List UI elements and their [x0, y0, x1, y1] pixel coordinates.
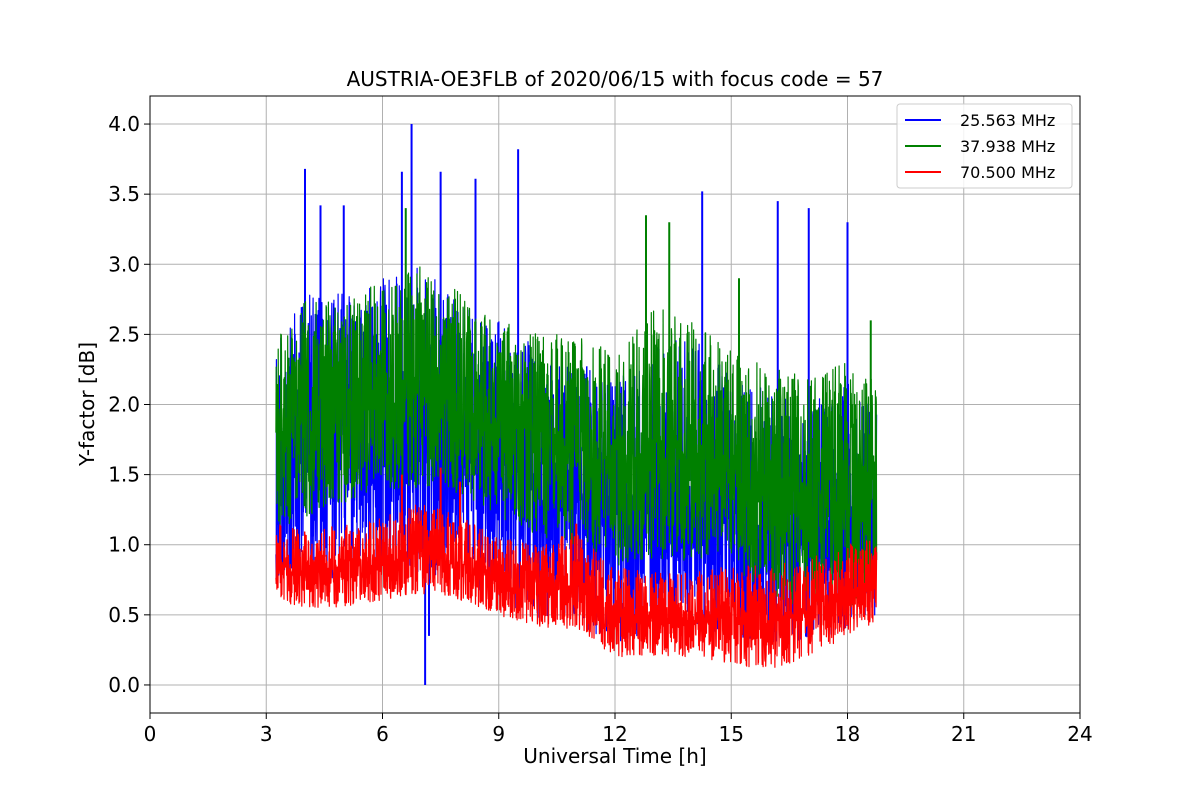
y-tick-label: 1.5 — [108, 463, 140, 487]
legend-label: 25.563 MHz — [960, 111, 1055, 130]
legend: 25.563 MHz 37.938 MHz 70.500 MHz — [896, 103, 1073, 189]
chart-title: AUSTRIA-OE3FLB of 2020/06/15 with focus … — [347, 67, 884, 91]
y-tick-label: 0.0 — [108, 673, 140, 697]
legend-label: 37.938 MHz — [960, 137, 1055, 156]
x-axis-title: Universal Time [h] — [523, 744, 706, 768]
x-tick-label: 18 — [835, 722, 860, 746]
axis-ticks: 0 3 6 9 12 15 18 21 24 0.0 0.5 1.0 1.5 2.0 2.5 3.0 3.5 4.… — [108, 112, 1093, 746]
y-axis-title: Y-factor [dB] — [75, 342, 99, 467]
x-tick-label: 3 — [260, 722, 273, 746]
y-tick-label: 4.0 — [108, 112, 140, 136]
x-tick-label: 24 — [1067, 722, 1092, 746]
y-tick-label: 0.5 — [108, 603, 140, 627]
x-tick-label: 21 — [951, 722, 976, 746]
x-tick-label: 9 — [492, 722, 505, 746]
x-tick-label: 12 — [602, 722, 627, 746]
legend-box — [896, 103, 1073, 189]
x-tick-label: 15 — [719, 722, 744, 746]
y-tick-label: 2.5 — [108, 322, 140, 346]
y-tick-label: 2.0 — [108, 393, 140, 417]
x-tick-label: 6 — [376, 722, 389, 746]
legend-label: 70.500 MHz — [960, 163, 1055, 182]
y-tick-label: 3.0 — [108, 252, 140, 276]
series-line-2 — [275, 266, 878, 607]
y-tick-label: 3.5 — [108, 182, 140, 206]
x-tick-label: 0 — [144, 722, 157, 746]
y-tick-label: 1.0 — [108, 533, 140, 557]
plot-data — [275, 124, 878, 685]
